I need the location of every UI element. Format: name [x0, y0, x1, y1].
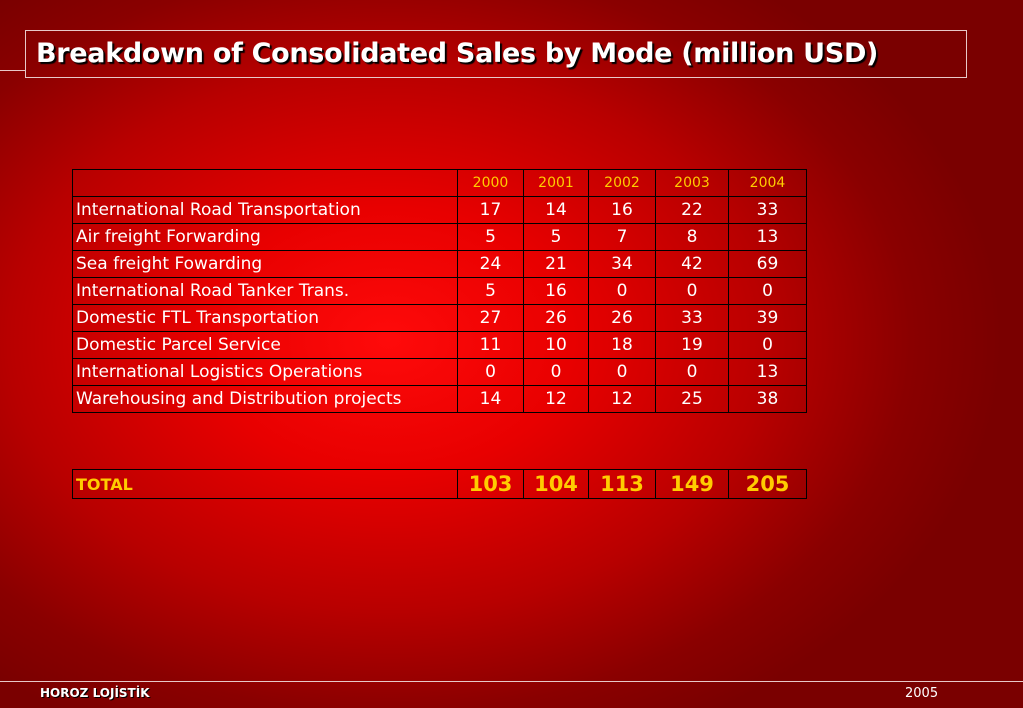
- value-cell: 16: [588, 196, 656, 224]
- header-empty-cell: [72, 169, 458, 197]
- year-header: 2002: [588, 169, 656, 197]
- table-row: Sea freight Fowarding 24 21 34 42 69: [72, 250, 807, 278]
- footer-year: 2005: [905, 686, 939, 701]
- value-cell: 25: [655, 385, 729, 413]
- total-value-cell: 104: [523, 469, 589, 499]
- total-label: TOTAL: [72, 469, 458, 499]
- table-row: Domestic Parcel Service 11 10 18 19 0: [72, 331, 807, 359]
- value-cell: 27: [457, 304, 524, 332]
- value-cell: 33: [728, 196, 807, 224]
- value-cell: 38: [728, 385, 807, 413]
- row-label: International Road Transportation: [72, 196, 458, 224]
- value-cell: 19: [655, 331, 729, 359]
- value-cell: 5: [523, 223, 589, 251]
- value-cell: 26: [588, 304, 656, 332]
- value-cell: 26: [523, 304, 589, 332]
- value-cell: 13: [728, 358, 807, 386]
- table-row: Air freight Forwarding 5 5 7 8 13: [72, 223, 807, 251]
- value-cell: 22: [655, 196, 729, 224]
- value-cell: 12: [588, 385, 656, 413]
- row-label: Sea freight Fowarding: [72, 250, 458, 278]
- value-cell: 0: [655, 358, 729, 386]
- value-cell: 8: [655, 223, 729, 251]
- value-cell: 69: [728, 250, 807, 278]
- value-cell: 5: [457, 223, 524, 251]
- value-cell: 33: [655, 304, 729, 332]
- value-cell: 42: [655, 250, 729, 278]
- value-cell: 0: [655, 277, 729, 305]
- value-cell: 0: [588, 277, 656, 305]
- title-rule-left: [0, 70, 26, 71]
- total-value-cell: 205: [728, 469, 807, 499]
- table-row: International Road Tanker Trans. 5 16 0 …: [72, 277, 807, 305]
- total-table: TOTAL 103 104 113 149 205: [72, 469, 807, 499]
- value-cell: 0: [523, 358, 589, 386]
- table-row: Domestic FTL Transportation 27 26 26 33 …: [72, 304, 807, 332]
- value-cell: 24: [457, 250, 524, 278]
- year-header: 2003: [655, 169, 729, 197]
- row-label: International Road Tanker Trans.: [72, 277, 458, 305]
- value-cell: 17: [457, 196, 524, 224]
- value-cell: 0: [588, 358, 656, 386]
- year-header: 2000: [457, 169, 524, 197]
- value-cell: 21: [523, 250, 589, 278]
- value-cell: 0: [457, 358, 524, 386]
- table-row: International Road Transportation 17 14 …: [72, 196, 807, 224]
- table-row: International Logistics Operations 0 0 0…: [72, 358, 807, 386]
- year-header: 2004: [728, 169, 807, 197]
- total-value-cell: 113: [588, 469, 656, 499]
- row-label: Domestic FTL Transportation: [72, 304, 458, 332]
- footer-divider: [0, 681, 1023, 682]
- value-cell: 0: [728, 331, 807, 359]
- value-cell: 34: [588, 250, 656, 278]
- value-cell: 13: [728, 223, 807, 251]
- value-cell: 18: [588, 331, 656, 359]
- value-cell: 0: [728, 277, 807, 305]
- year-header: 2001: [523, 169, 589, 197]
- header-row: 2000 2001 2002 2003 2004: [72, 169, 807, 197]
- value-cell: 39: [728, 304, 807, 332]
- total-value-cell: 103: [457, 469, 524, 499]
- row-label: Domestic Parcel Service: [72, 331, 458, 359]
- footer-company: HOROZ LOJİSTİK: [40, 686, 150, 700]
- value-cell: 10: [523, 331, 589, 359]
- value-cell: 14: [457, 385, 524, 413]
- title-box: Breakdown of Consolidated Sales by Mode …: [25, 30, 967, 78]
- total-row: TOTAL 103 104 113 149 205: [72, 469, 807, 499]
- value-cell: 16: [523, 277, 589, 305]
- table-row: Warehousing and Distribution projects 14…: [72, 385, 807, 413]
- total-value-cell: 149: [655, 469, 729, 499]
- row-label: Air freight Forwarding: [72, 223, 458, 251]
- value-cell: 12: [523, 385, 589, 413]
- page-title: Breakdown of Consolidated Sales by Mode …: [36, 38, 879, 69]
- row-label: International Logistics Operations: [72, 358, 458, 386]
- value-cell: 14: [523, 196, 589, 224]
- value-cell: 5: [457, 277, 524, 305]
- sales-table: 2000 2001 2002 2003 2004 International R…: [72, 169, 807, 413]
- value-cell: 7: [588, 223, 656, 251]
- value-cell: 11: [457, 331, 524, 359]
- row-label: Warehousing and Distribution projects: [72, 385, 458, 413]
